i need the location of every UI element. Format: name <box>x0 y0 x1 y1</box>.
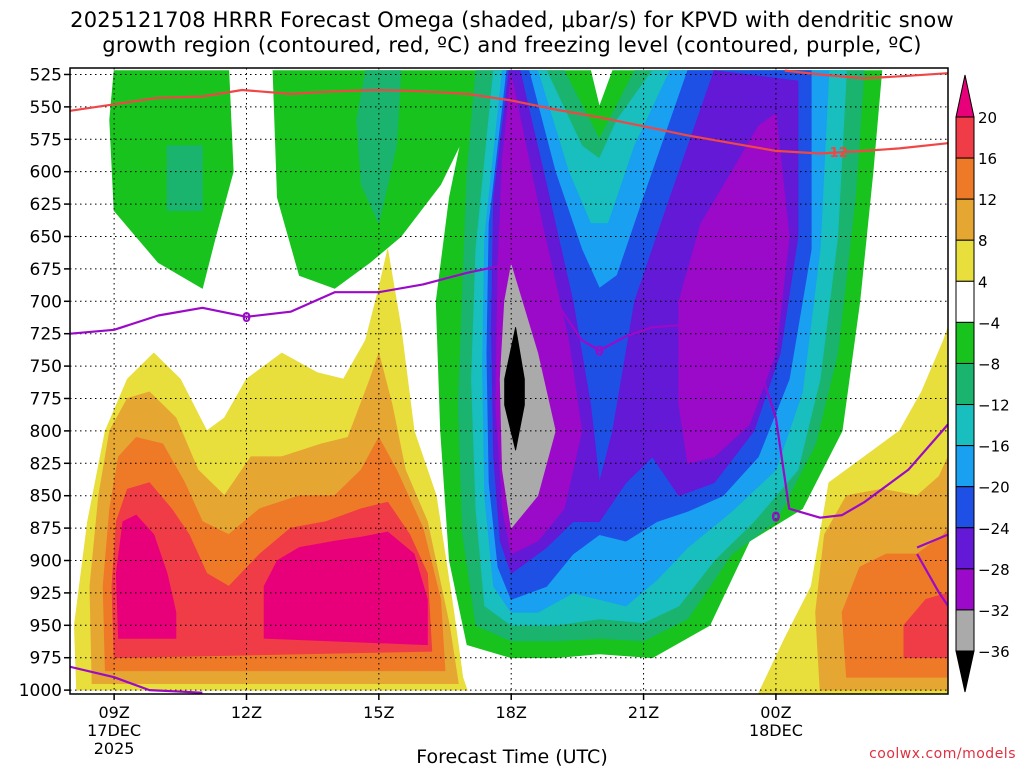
y-tick-label-800: 800 <box>30 422 62 442</box>
colorbar-label-2: 12 <box>978 191 997 209</box>
y-tick-label-950: 950 <box>30 616 62 636</box>
y-tick-label-875: 875 <box>30 519 62 539</box>
contour-label-4: 0 <box>771 510 780 525</box>
y-tick-label-525: 525 <box>30 65 62 85</box>
x-tick-date-00Z: 18DEC <box>749 721 803 740</box>
y-tick-label-900: 900 <box>30 552 62 572</box>
y-tick-label-1000: 1000 <box>19 681 62 701</box>
y-tick-label-925: 925 <box>30 584 62 604</box>
colorbar-label-13: −36 <box>978 643 1010 661</box>
colorbar-label-9: −20 <box>978 479 1010 497</box>
colorbar-top-triangle <box>955 74 975 118</box>
colorbar-band-8 <box>955 445 975 488</box>
contour-6 <box>916 533 948 549</box>
y-tick-label-750: 750 <box>30 357 62 377</box>
colorbar-band-7 <box>955 404 975 447</box>
x-tick-label-00Z: 00Z <box>760 703 791 722</box>
contour-label-3: 0 <box>595 345 604 360</box>
chart-title-line2: growth region (contoured, red, ºC) and f… <box>102 33 922 57</box>
y-tick-label-625: 625 <box>30 195 62 215</box>
x-tick-label-12Z: 12Z <box>231 703 262 722</box>
y-tick-label-725: 725 <box>30 325 62 345</box>
colorbar-bottom-triangle <box>955 650 975 693</box>
y-tick-label-975: 975 <box>30 649 62 669</box>
x-axis-label: Forecast Time (UTC) <box>416 746 608 768</box>
colorbar-band-3 <box>955 239 975 282</box>
y-tick-label-575: 575 <box>30 130 62 150</box>
y-tick-label-825: 825 <box>30 454 62 474</box>
y-tick-label-700: 700 <box>30 292 62 312</box>
y-tick-label-775: 775 <box>30 389 62 409</box>
colorbar-band-4 <box>955 280 975 323</box>
colorbar-band-10 <box>955 527 975 570</box>
y-tick-label-675: 675 <box>30 260 62 280</box>
x-tick-label-09Z: 09Z <box>98 703 129 722</box>
x-tick-label-15Z: 15Z <box>363 703 394 722</box>
y-tick-label-550: 550 <box>30 98 62 118</box>
contour-5 <box>70 665 203 694</box>
y-tick-label-850: 850 <box>30 487 62 507</box>
chart-title-line1: 2025121708 HRRR Forecast Omega (shaded, … <box>70 8 954 32</box>
contour-7 <box>916 553 948 607</box>
contour-1 <box>784 69 948 80</box>
plot-frame <box>69 67 949 695</box>
source-credit: coolwx.com/models <box>869 746 1016 762</box>
x-tick-year-09Z: 2025 <box>94 739 135 758</box>
colorbar-label-8: −16 <box>978 438 1010 456</box>
x-tick-date-09Z: 17DEC <box>87 721 141 740</box>
omega-region-13 <box>504 327 525 451</box>
y-tick-label-650: 650 <box>30 227 62 247</box>
x-tick-label-18Z: 18Z <box>496 703 527 722</box>
contour-0 <box>70 88 948 155</box>
colorbar-band-6 <box>955 362 975 406</box>
plot-area: −12 0 0 0 <box>70 68 948 694</box>
colorbar-band-2 <box>955 198 975 241</box>
colorbar-band-12 <box>955 609 975 652</box>
colorbar-band-5 <box>955 321 975 364</box>
colorbar-label-0: 20 <box>978 109 997 127</box>
colorbar-band-9 <box>955 486 975 529</box>
colorbar-label-7: −12 <box>978 397 1010 415</box>
x-tick-label-21Z: 21Z <box>628 703 659 722</box>
colorbar-band-11 <box>955 568 975 611</box>
colorbar: 20 16 12 8 4 −4 −8 −12 −16 −20 −24 −28 −32 −36 <box>955 74 1010 693</box>
colorbar-label-4: 4 <box>978 273 988 291</box>
colorbar-label-3: 8 <box>978 232 988 250</box>
colorbar-label-10: −24 <box>978 520 1010 538</box>
grid-lines <box>70 68 948 694</box>
colorbar-label-12: −32 <box>978 602 1010 620</box>
colorbar-band-1 <box>955 157 975 200</box>
omega-region-19 <box>263 531 428 646</box>
contour-2 <box>70 262 948 519</box>
omega-region-18 <box>115 514 177 639</box>
colorbar-label-6: −8 <box>978 355 1000 373</box>
omega-region-3 <box>166 145 203 212</box>
colorbar-band-0 <box>955 116 975 159</box>
colorbar-label-5: −4 <box>978 314 1000 332</box>
colorbar-label-11: −28 <box>978 561 1010 579</box>
contour-label-2: 0 <box>242 311 251 326</box>
y-tick-label-600: 600 <box>30 163 62 183</box>
contour-label-0: −12 <box>819 146 848 161</box>
colorbar-label-1: 16 <box>978 150 997 168</box>
